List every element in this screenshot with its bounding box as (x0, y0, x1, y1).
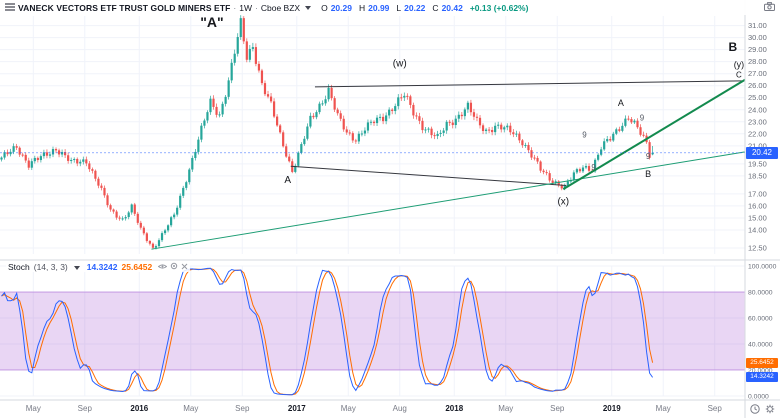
trendline (562, 78, 746, 190)
chart-toolbar: VANECK VECTORS ETF TRUST GOLD MINERS ETF… (0, 0, 780, 15)
svg-text:23.00: 23.00 (748, 117, 767, 126)
svg-text:Sep: Sep (708, 404, 723, 413)
svg-text:Sep: Sep (550, 404, 565, 413)
svg-text:2016: 2016 (130, 404, 148, 413)
eye-icon[interactable] (157, 262, 168, 272)
trendline (290, 165, 567, 186)
clock-icon[interactable] (750, 404, 760, 414)
svg-text:Sep: Sep (78, 404, 93, 413)
svg-text:"A": "A" (200, 14, 223, 30)
svg-text:May: May (341, 404, 356, 413)
svg-text:22.00: 22.00 (748, 129, 767, 138)
separator-dot: · (233, 2, 237, 13)
svg-text:C: C (736, 70, 742, 79)
stoch-k-badge: 14.3242 (746, 372, 778, 383)
open-label: O (321, 2, 328, 13)
svg-text:A: A (618, 98, 624, 108)
svg-text:2017: 2017 (288, 404, 306, 413)
exchange-label: Cboe BZX (260, 2, 301, 13)
svg-text:A: A (284, 175, 291, 186)
svg-text:21.00: 21.00 (748, 141, 767, 150)
svg-text:25.00: 25.00 (748, 93, 767, 102)
close-icon[interactable] (181, 262, 188, 272)
indicator-legend[interactable]: Stoch (14, 3, 3) 14.3242 25.6452 (6, 262, 191, 272)
svg-text:12.50: 12.50 (748, 243, 767, 252)
gridlines (0, 16, 745, 397)
high-value: 20.99 (368, 2, 390, 13)
stoch-band (0, 292, 745, 370)
svg-text:Aug: Aug (393, 404, 407, 413)
svg-text:May: May (183, 404, 198, 413)
low-label: L (396, 2, 402, 13)
chevron-down-icon[interactable] (73, 265, 80, 270)
svg-text:(w): (w) (393, 58, 407, 69)
close-value: 20.42 (441, 2, 463, 13)
indicator-name[interactable]: Stoch (8, 262, 30, 272)
svg-text:40.0000: 40.0000 (748, 342, 773, 349)
price-axis[interactable] (745, 0, 780, 418)
svg-text:31.00: 31.00 (748, 21, 767, 30)
svg-text:100.0000: 100.0000 (748, 264, 777, 271)
svg-text:26.00: 26.00 (748, 81, 767, 90)
indicator-params: (14, 3, 3) (33, 262, 68, 272)
chevron-down-icon[interactable] (305, 6, 312, 10)
svg-text:24.00: 24.00 (748, 105, 767, 114)
svg-text:27.00: 27.00 (748, 69, 767, 78)
svg-text:May: May (498, 404, 513, 413)
svg-text:May: May (26, 404, 41, 413)
svg-text:2018: 2018 (445, 404, 463, 413)
interval-label[interactable]: 1W (239, 2, 253, 13)
settings-icon[interactable] (170, 262, 178, 272)
svg-text:20.0000: 20.0000 (748, 368, 773, 375)
gear-icon[interactable] (765, 404, 775, 414)
symbol-title[interactable]: VANECK VECTORS ETF TRUST GOLD MINERS ETF (18, 2, 231, 13)
stoch-d-value: 25.6452 (121, 262, 153, 272)
stoch-k-line (1, 267, 654, 396)
svg-text:2019: 2019 (603, 404, 621, 413)
svg-text:(y): (y) (734, 60, 745, 70)
stoch-d-badge: 25.6452 (746, 357, 778, 368)
low-value: 20.22 (404, 2, 426, 13)
svg-text:9: 9 (591, 163, 596, 172)
separator-dot: · (255, 2, 258, 13)
trendlines-layer[interactable] (151, 78, 746, 250)
high-label: H (358, 2, 366, 13)
svg-text:0.0000: 0.0000 (748, 394, 769, 401)
camera-icon[interactable] (764, 2, 775, 13)
stoch-k-value: 14.3242 (86, 262, 118, 272)
svg-text:9: 9 (582, 130, 587, 139)
svg-text:28.00: 28.00 (748, 57, 767, 66)
svg-text:29.00: 29.00 (748, 45, 767, 54)
trendline (151, 151, 746, 250)
candles-layer (0, 15, 654, 250)
svg-text:B: B (645, 169, 651, 179)
change-value: +0.13 (+0.62%) (469, 2, 529, 13)
open-value: 20.29 (330, 2, 352, 13)
svg-text:60.0000: 60.0000 (748, 316, 773, 323)
trendline (314, 80, 742, 88)
svg-text:19.50: 19.50 (748, 159, 767, 168)
time-axis[interactable] (0, 401, 780, 418)
svg-text:9: 9 (640, 114, 645, 123)
svg-text:80.0000: 80.0000 (748, 290, 773, 297)
svg-text:30.00: 30.00 (748, 33, 767, 42)
last-price-badge: 20.42 (746, 146, 778, 159)
close-label: C (432, 2, 439, 13)
svg-text:Sep: Sep (235, 404, 250, 413)
svg-text:B: B (729, 40, 738, 54)
svg-text:18.50: 18.50 (748, 171, 767, 180)
svg-text:16.00: 16.00 (748, 201, 767, 210)
svg-text:14.00: 14.00 (748, 225, 767, 234)
svg-text:May: May (656, 404, 671, 413)
svg-text:9: 9 (646, 152, 651, 161)
svg-text:15.00: 15.00 (748, 213, 767, 222)
stoch-d-line (1, 267, 654, 396)
svg-text:17.00: 17.00 (748, 189, 767, 198)
wave-annotations: "A" (w) A (x) A 9 9 9 9 B B (y)C (200, 14, 744, 208)
symbol-menu-icon[interactable] (5, 2, 15, 13)
svg-text:(x): (x) (557, 197, 569, 208)
